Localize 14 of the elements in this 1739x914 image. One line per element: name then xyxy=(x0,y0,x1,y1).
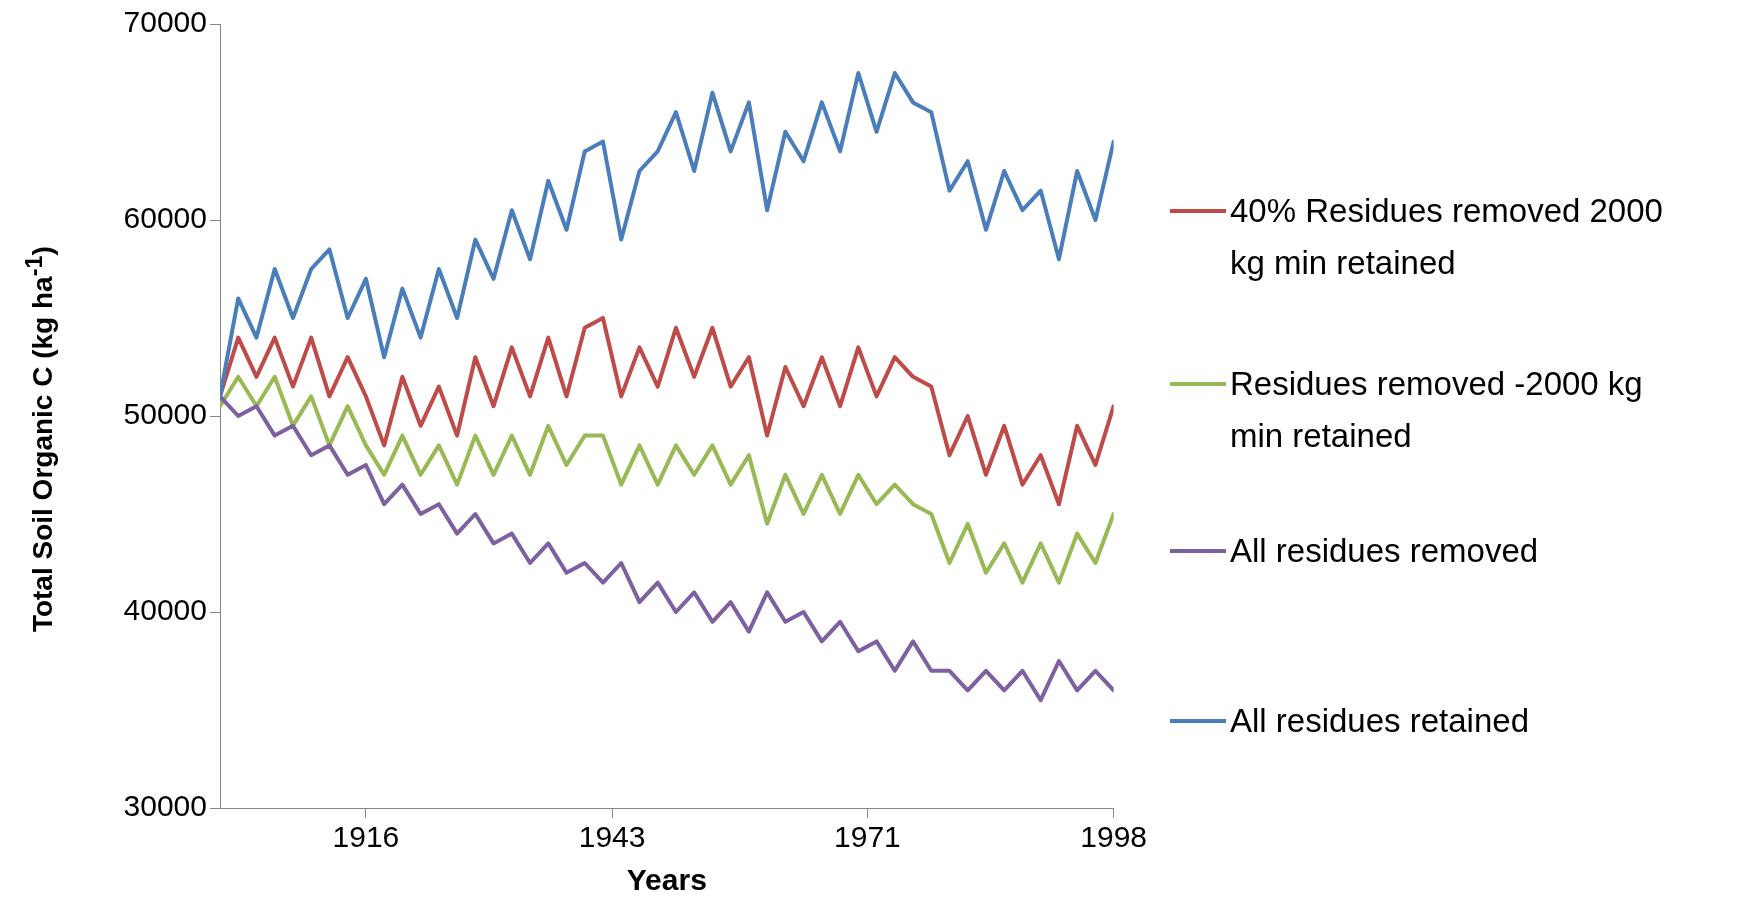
y-tick-label: 30000 xyxy=(123,789,207,823)
x-axis-title: Years xyxy=(626,863,707,897)
x-tick-label: 1916 xyxy=(332,820,400,854)
y-tick-label: 40000 xyxy=(123,593,207,627)
x-tick-label: 1998 xyxy=(1080,820,1148,854)
legend-label: 40% Residues removed 2000 kg min retained xyxy=(1230,191,1664,283)
x-tick-label: 1971 xyxy=(834,820,901,854)
x-tick-label: 1943 xyxy=(578,820,646,854)
legend-label: Residues removed -2000 kg min retained xyxy=(1230,364,1644,456)
y-tick-label: 60000 xyxy=(123,201,207,235)
legend-label: All residues removed xyxy=(1230,531,1539,571)
legend-label: All residues retained xyxy=(1230,701,1529,741)
y-tick-label: 70000 xyxy=(123,5,207,39)
y-tick-label: 50000 xyxy=(123,397,207,431)
